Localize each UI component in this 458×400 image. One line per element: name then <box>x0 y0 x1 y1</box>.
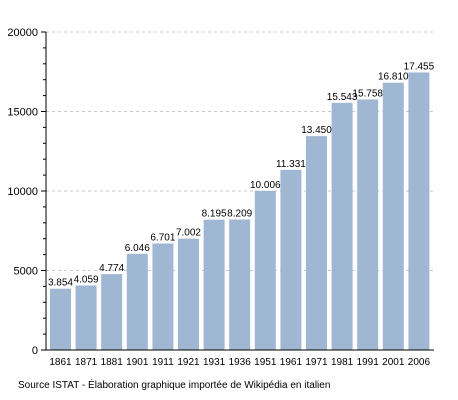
data-label: 10.006 <box>250 180 281 191</box>
bar <box>254 190 276 350</box>
data-label: 3.854 <box>48 278 73 289</box>
x-tick-label: 1931 <box>203 357 226 368</box>
y-tick-label: 10000 <box>7 186 38 198</box>
data-label: 15.758 <box>352 88 383 99</box>
bar <box>408 72 430 350</box>
source-caption: Source ISTAT - Élaboration graphique imp… <box>18 380 331 391</box>
x-tick-label: 1911 <box>152 357 174 368</box>
x-tick-label: 1871 <box>75 357 98 368</box>
bar <box>280 169 302 350</box>
data-label: 6.046 <box>125 243 150 254</box>
data-label: 13.450 <box>301 125 332 136</box>
data-label: 11.331 <box>276 159 306 170</box>
data-label: 8.195 <box>202 209 227 220</box>
data-label: 16.810 <box>378 72 409 83</box>
bar <box>357 99 379 350</box>
bar <box>229 219 251 350</box>
bar <box>50 288 71 350</box>
x-tick-label: 1861 <box>49 357 72 368</box>
bar <box>101 274 123 350</box>
data-label: 8.209 <box>227 208 252 219</box>
x-tick-label: 1991 <box>357 357 380 368</box>
data-label: 4.774 <box>99 263 124 274</box>
bar <box>382 82 404 350</box>
x-tick-label: 1951 <box>254 357 277 368</box>
x-tick-label: 1921 <box>177 357 200 368</box>
y-tick-label: 15000 <box>7 107 38 119</box>
y-tick-label: 20000 <box>7 27 38 39</box>
x-tick-label: 1961 <box>280 357 303 368</box>
data-label: 7.002 <box>176 228 201 239</box>
x-tick-label: 1881 <box>101 357 124 368</box>
bar <box>203 219 225 350</box>
x-tick-label: 2006 <box>408 357 431 368</box>
x-tick-label: 2001 <box>382 357 405 368</box>
bar <box>331 102 353 350</box>
data-label: 17.455 <box>404 61 435 72</box>
x-tick-label: 1936 <box>229 357 252 368</box>
data-label: 15.543 <box>327 92 358 103</box>
y-tick-label: 0 <box>32 345 38 357</box>
bar <box>178 238 199 350</box>
y-tick-label: 5000 <box>14 266 38 278</box>
bar <box>306 136 327 350</box>
x-tick-label: 1971 <box>305 357 328 368</box>
x-tick-label: 1901 <box>126 357 149 368</box>
data-label: 6.701 <box>150 232 175 243</box>
bar <box>75 285 97 350</box>
data-label: 4.059 <box>74 274 99 285</box>
bar <box>126 253 148 350</box>
bar <box>152 243 174 350</box>
x-tick-label: 1981 <box>331 357 354 368</box>
